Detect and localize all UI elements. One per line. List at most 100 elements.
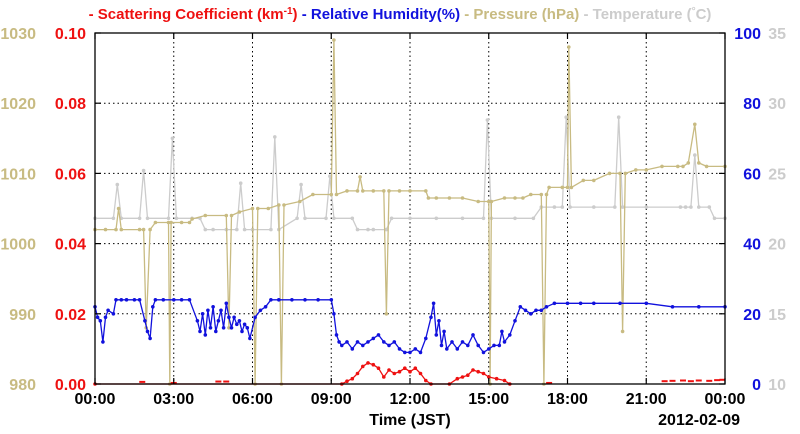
- relative-humidity-point: [263, 305, 268, 309]
- humidity-tick-label: 40: [743, 237, 761, 254]
- chart-axes: 98099010001010102010300.000.020.040.060.…: [0, 26, 786, 408]
- pressure-point: [592, 178, 596, 183]
- pressure-point: [298, 199, 302, 204]
- pressure-tick-label: 980: [9, 377, 36, 394]
- relative-humidity-point: [445, 347, 449, 351]
- temperature-point: [697, 205, 701, 209]
- relative-humidity-point: [345, 340, 349, 344]
- pressure-series: [93, 38, 727, 386]
- scattering-coefficient-point: [382, 375, 386, 379]
- pressure-point: [607, 171, 612, 176]
- relative-humidity-point: [523, 308, 528, 313]
- relative-humidity-point: [565, 301, 570, 306]
- pressure-point: [329, 192, 334, 197]
- relative-humidity-point: [361, 343, 365, 348]
- humidity-tick-label: 20: [743, 307, 761, 324]
- relative-humidity-point: [214, 329, 218, 334]
- pressure-point: [355, 189, 360, 193]
- relative-humidity-point: [578, 301, 583, 306]
- relative-humidity-point: [200, 312, 205, 316]
- pressure-point: [179, 220, 184, 225]
- relative-humidity-point: [697, 305, 701, 309]
- relative-humidity-point: [382, 340, 386, 344]
- relative-humidity-point: [429, 315, 433, 320]
- temperature-point: [211, 227, 215, 232]
- scattering-tick-label: 0.02: [55, 307, 86, 324]
- scattering-coefficient-line: [95, 362, 511, 385]
- pressure-point: [697, 161, 701, 165]
- temperature-point: [564, 115, 568, 119]
- pressure-point: [148, 227, 152, 232]
- temperature-point: [166, 216, 171, 221]
- scattering-coefficient-series: [93, 361, 726, 386]
- relative-humidity-point: [111, 312, 116, 316]
- pressure-point: [119, 227, 124, 232]
- relative-humidity-point: [392, 340, 397, 344]
- relative-humidity-point: [124, 298, 129, 302]
- temperature-point: [115, 182, 120, 187]
- pressure-point: [447, 196, 452, 200]
- relative-humidity-point: [437, 319, 441, 323]
- relative-humidity-point: [413, 347, 418, 351]
- pressure-point: [521, 196, 525, 200]
- relative-humidity-point: [206, 308, 210, 313]
- pressure-point: [539, 192, 544, 197]
- temperature-point: [235, 227, 239, 232]
- humidity-tick-label: 100: [734, 26, 761, 43]
- relative-humidity-point: [487, 347, 491, 351]
- humidity-tick-label: 80: [743, 96, 761, 113]
- pressure-tick-label: 1020: [0, 96, 36, 113]
- relative-humidity-point: [290, 298, 294, 302]
- x-tick-label: 03:00: [153, 391, 194, 408]
- relative-humidity-point: [187, 298, 192, 302]
- pressure-point: [569, 185, 574, 190]
- scattering-tick-label: 0.00: [55, 377, 86, 394]
- temperature-point: [485, 118, 490, 122]
- scattering-coefficient-point: [494, 376, 499, 381]
- relative-humidity-point: [466, 343, 470, 348]
- temperature-point: [616, 115, 621, 119]
- pressure-point: [103, 227, 108, 232]
- relative-humidity-point: [408, 350, 412, 355]
- temperature-point: [568, 205, 572, 209]
- relative-humidity-point: [329, 298, 334, 302]
- pressure-point: [487, 199, 491, 204]
- relative-humidity-point: [476, 343, 481, 348]
- scattering-coefficient-point: [471, 368, 475, 372]
- temperature-point: [137, 216, 142, 221]
- pressure-point: [114, 227, 118, 232]
- relative-humidity-point: [277, 298, 281, 302]
- legend-sup-scattering: -1: [284, 6, 293, 17]
- temperature-tick-label: 25: [768, 166, 786, 183]
- temperature-point: [620, 205, 625, 209]
- relative-humidity-point: [137, 298, 142, 302]
- relative-humidity-point: [460, 340, 465, 344]
- relative-humidity-point: [442, 329, 446, 334]
- temperature-point: [269, 227, 273, 232]
- pressure-point: [153, 220, 158, 225]
- scattering-coefficient-point: [355, 371, 360, 376]
- legend-label-humidity: Relative Humidity(%): [311, 6, 460, 23]
- relative-humidity-point: [106, 308, 110, 313]
- relative-humidity-point: [644, 301, 649, 306]
- relative-humidity-point: [534, 308, 538, 313]
- relative-humidity-point: [179, 298, 184, 302]
- relative-humidity-point: [208, 326, 213, 330]
- relative-humidity-point: [221, 326, 226, 330]
- pressure-point: [190, 217, 194, 221]
- pressure-point: [169, 220, 173, 225]
- temperature-point: [531, 216, 536, 221]
- relative-humidity-point: [552, 301, 557, 306]
- pressure-point: [166, 220, 171, 225]
- scattering-coefficient-point: [481, 371, 486, 376]
- relative-humidity-point: [148, 336, 152, 341]
- pressure-axis: 980 990 1000 1010 1020 1030: [0, 26, 36, 394]
- temperature-point: [592, 205, 596, 209]
- pressure-point: [311, 192, 315, 197]
- relative-humidity-point: [670, 305, 675, 309]
- date-label: 2012-02-09: [658, 412, 740, 429]
- temperature-point: [434, 216, 439, 221]
- temperature-point: [328, 174, 332, 178]
- pressure-point: [237, 210, 242, 214]
